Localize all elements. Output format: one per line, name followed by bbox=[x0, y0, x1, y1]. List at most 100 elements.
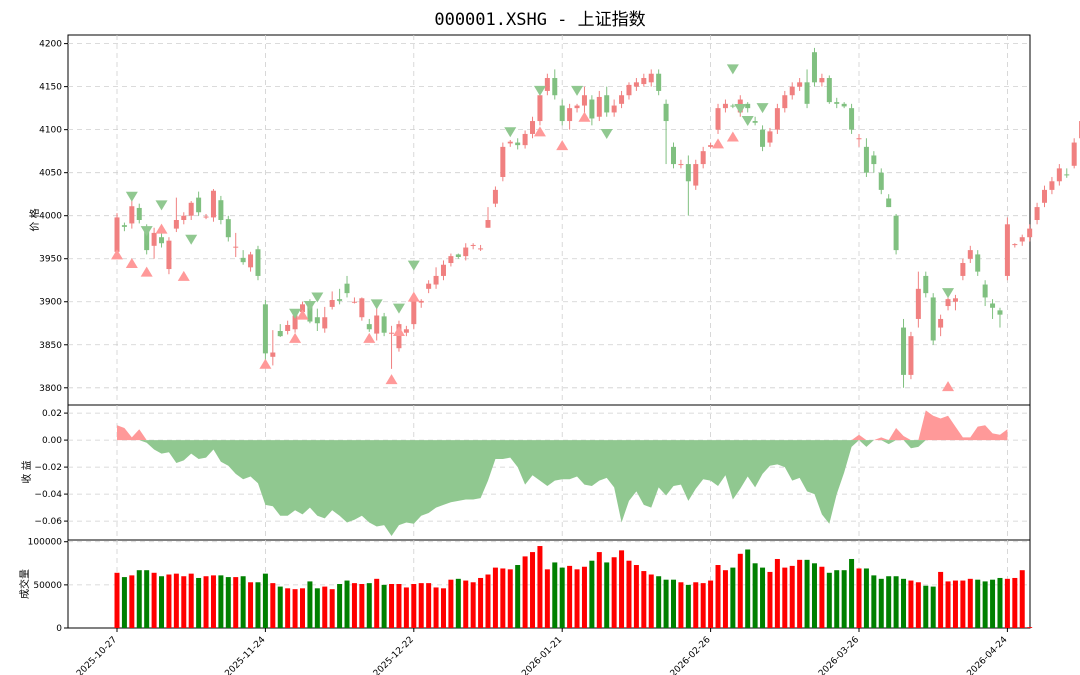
candle-body bbox=[685, 164, 691, 182]
volume-panel: 0 50000 100000 成交量 bbox=[18, 538, 1033, 634]
volume-bar bbox=[619, 550, 625, 628]
candle-body bbox=[774, 108, 780, 130]
volume-bar bbox=[589, 560, 595, 628]
candle bbox=[255, 245, 261, 281]
price-y-tick-label: 4100 bbox=[39, 126, 62, 136]
volume-bar bbox=[418, 583, 424, 628]
return-y-tick-label: −0.04 bbox=[34, 490, 62, 500]
candle-body bbox=[233, 246, 239, 248]
candle-body bbox=[181, 215, 187, 220]
volume-bar bbox=[381, 584, 387, 628]
candle-body bbox=[841, 103, 847, 107]
candle-body bbox=[144, 228, 150, 251]
candle bbox=[203, 213, 209, 220]
volume-bar bbox=[389, 584, 395, 628]
candle-body bbox=[396, 324, 402, 349]
candle bbox=[797, 78, 803, 91]
sell-signal-marker bbox=[370, 299, 383, 310]
candle bbox=[915, 271, 921, 328]
candle bbox=[834, 97, 840, 109]
candle-body bbox=[470, 244, 476, 246]
candle bbox=[1034, 202, 1040, 225]
candle-body bbox=[114, 217, 120, 252]
candle-body bbox=[359, 298, 365, 318]
return-y-tick-label: −0.06 bbox=[34, 517, 62, 527]
candle bbox=[745, 102, 751, 113]
buy-signal-marker bbox=[363, 332, 376, 343]
candle bbox=[1012, 243, 1018, 248]
volume-bar bbox=[715, 565, 721, 628]
buy-signal-marker bbox=[712, 138, 725, 149]
buy-signal-marker bbox=[259, 358, 272, 369]
chart-title: 000001.XSHG - 上证指数 bbox=[434, 10, 645, 30]
candle bbox=[463, 243, 469, 261]
candle bbox=[337, 288, 343, 305]
candle-body bbox=[641, 78, 647, 85]
sell-signal-marker bbox=[407, 260, 420, 271]
candle bbox=[478, 244, 484, 251]
volume-bar bbox=[1004, 578, 1010, 628]
volume-bar bbox=[886, 576, 892, 628]
volume-bar bbox=[797, 559, 803, 628]
volume-bar bbox=[507, 569, 513, 628]
candle bbox=[663, 99, 669, 165]
volume-bar bbox=[470, 582, 476, 628]
volume-bar bbox=[811, 563, 817, 628]
sell-signal-marker bbox=[125, 191, 138, 202]
sell-signal-marker bbox=[289, 308, 302, 319]
candle-body bbox=[1042, 189, 1047, 203]
volume-bar bbox=[945, 581, 951, 628]
candle bbox=[507, 139, 513, 147]
candle-body bbox=[1064, 174, 1070, 176]
candle-body bbox=[1056, 168, 1062, 182]
volume-bar bbox=[530, 552, 536, 628]
candle bbox=[804, 69, 810, 109]
return-y-tick-label: −0.02 bbox=[34, 463, 62, 473]
volume-bar bbox=[307, 581, 313, 628]
candle-body bbox=[515, 142, 521, 146]
volume-bar bbox=[248, 582, 254, 628]
candle-body bbox=[196, 197, 202, 213]
candle-body bbox=[596, 96, 602, 117]
volume-bar bbox=[893, 576, 899, 628]
volume-bar bbox=[1019, 570, 1025, 628]
candle-body bbox=[433, 275, 439, 285]
return-y-ticks: 0.02 0.00 −0.02 −0.04 −0.06 bbox=[34, 409, 68, 527]
candle bbox=[752, 116, 758, 126]
price-y-tick-label: 3850 bbox=[39, 341, 62, 351]
volume-bar bbox=[366, 583, 372, 628]
volume-bar bbox=[930, 586, 936, 628]
candle bbox=[344, 275, 350, 298]
volume-bar bbox=[492, 567, 498, 628]
volume-bar bbox=[648, 574, 654, 628]
candle-body bbox=[277, 331, 283, 337]
candle bbox=[819, 73, 825, 87]
price-y-ticks: 3800 3850 3900 3950 4000 4050 4100 4150 4200 bbox=[39, 40, 68, 394]
volume-bar bbox=[878, 578, 884, 628]
volume-bar bbox=[270, 583, 276, 628]
volume-bar bbox=[730, 567, 736, 628]
candle bbox=[210, 189, 216, 222]
buy-signal-marker bbox=[726, 131, 739, 142]
candle-body bbox=[1012, 244, 1018, 246]
candle bbox=[574, 103, 580, 113]
volume-bar bbox=[693, 582, 699, 628]
candle bbox=[218, 195, 224, 225]
candle-body bbox=[656, 73, 662, 91]
candle bbox=[626, 82, 632, 100]
volume-bar bbox=[952, 580, 958, 628]
candle bbox=[485, 207, 491, 228]
candle-body bbox=[1071, 142, 1077, 166]
sell-signal-marker bbox=[303, 301, 316, 312]
buy-signal-marker bbox=[942, 381, 955, 392]
volume-bar bbox=[901, 578, 907, 628]
candle bbox=[633, 78, 639, 91]
candle bbox=[314, 308, 320, 331]
candle bbox=[990, 299, 996, 319]
volume-y-label: 成交量 bbox=[18, 569, 31, 599]
volume-bar bbox=[819, 566, 825, 628]
candle bbox=[166, 237, 172, 275]
negative-return-area bbox=[117, 440, 1008, 536]
candle bbox=[611, 99, 617, 117]
volume-bar bbox=[782, 567, 788, 628]
